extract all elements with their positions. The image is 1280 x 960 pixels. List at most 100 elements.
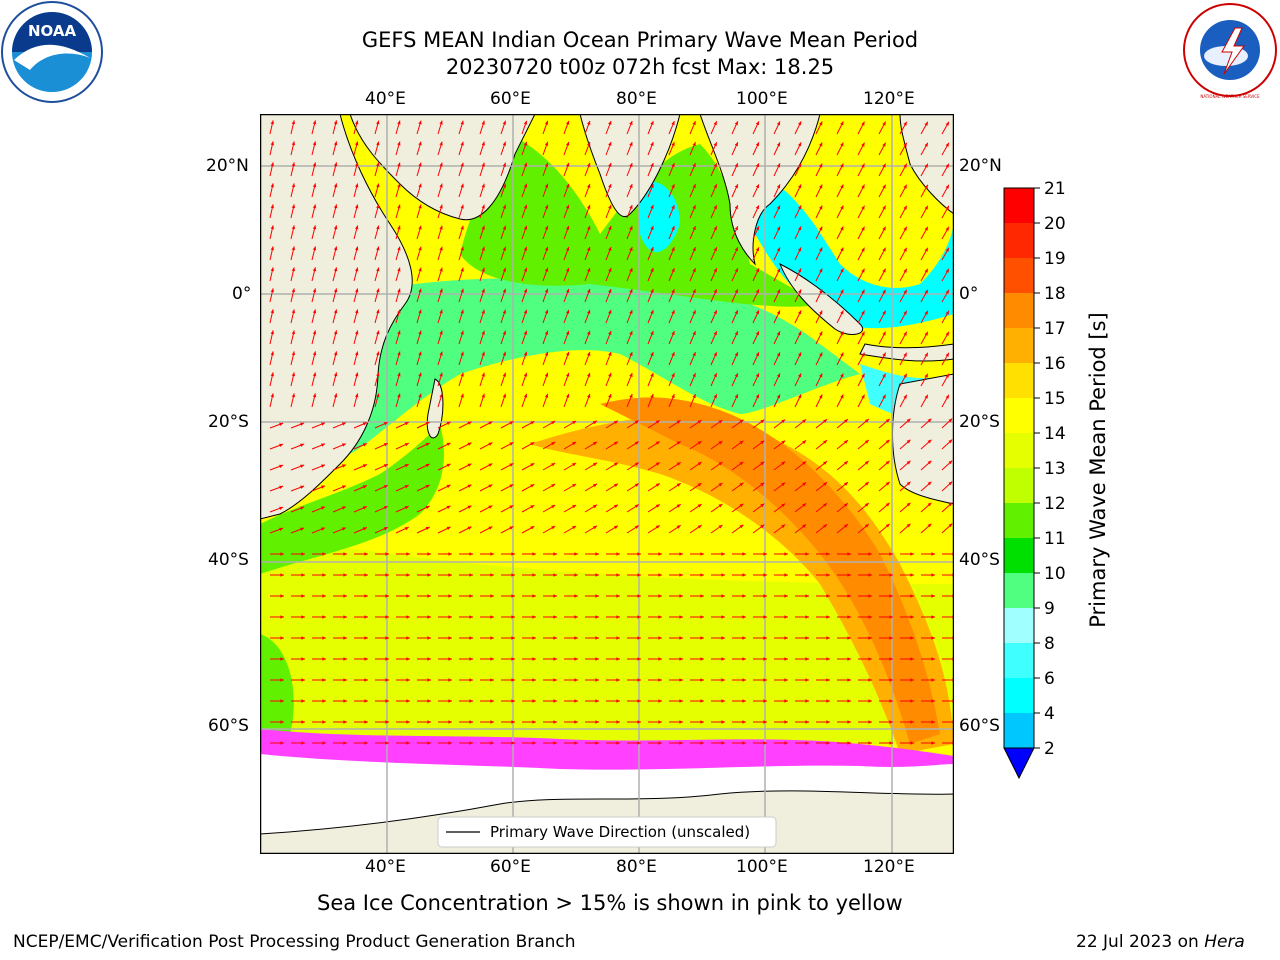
west-coastal-green bbox=[260, 424, 444, 574]
wave-arrow-head bbox=[697, 525, 702, 529]
wave-arrow-head bbox=[448, 699, 452, 703]
wave-arrow-head bbox=[889, 552, 893, 556]
wave-arrow-head bbox=[692, 205, 696, 210]
wave-arrow-head bbox=[553, 699, 557, 703]
wave-arrow-head bbox=[614, 483, 618, 488]
wave-arrow-head bbox=[572, 442, 577, 446]
wave-arrow-head bbox=[945, 247, 949, 252]
southwest-green bbox=[260, 634, 294, 734]
wave-arrow-head bbox=[481, 162, 485, 167]
wave-arrow-head bbox=[763, 552, 767, 556]
wave-arrow-head bbox=[658, 720, 662, 724]
wave-arrow-head bbox=[840, 142, 844, 147]
colorbar-segment bbox=[1004, 678, 1034, 713]
wave-arrow-head bbox=[553, 657, 557, 661]
wave-arrow-head bbox=[679, 552, 683, 556]
wave-arrow-head bbox=[333, 204, 338, 209]
wave-arrow-head bbox=[671, 142, 675, 147]
wave-arrow-head bbox=[532, 720, 536, 724]
wave-arrow-head bbox=[924, 184, 928, 189]
wave-arrow-head bbox=[460, 351, 464, 356]
wave-arrow-head bbox=[270, 162, 274, 167]
wave-arrow-head bbox=[840, 310, 844, 315]
wave-arrow-head bbox=[700, 699, 704, 703]
wave-arrow-head bbox=[713, 373, 717, 378]
wave-arrow-head bbox=[385, 552, 389, 556]
wave-arrow-head bbox=[446, 442, 451, 446]
wave-arrow-head bbox=[739, 419, 744, 424]
wave-arrow-head bbox=[490, 741, 494, 745]
wave-arrow-head bbox=[798, 226, 802, 231]
wave-arrow-head bbox=[333, 372, 338, 377]
wave-arrow-head bbox=[574, 573, 578, 577]
wave-arrow-head bbox=[406, 615, 410, 619]
wave-arrow-head bbox=[847, 678, 851, 682]
wave-arrow-head bbox=[906, 481, 911, 486]
wave-arrow-head bbox=[574, 720, 578, 724]
wave-arrow-head bbox=[629, 373, 633, 377]
colorbar-label: Primary Wave Mean Period [s] bbox=[1086, 312, 1110, 628]
wave-arrow-head bbox=[676, 420, 681, 424]
wave-arrow-head bbox=[650, 142, 654, 146]
wave-arrow-head bbox=[312, 351, 317, 356]
wave-arrow-head bbox=[343, 552, 347, 556]
wave-arrow-head bbox=[637, 699, 641, 703]
wave-arrow-head bbox=[333, 288, 338, 293]
wave-arrow-head bbox=[671, 310, 675, 315]
wave-arrow-head bbox=[671, 352, 675, 357]
wave-arrow-head bbox=[270, 246, 274, 251]
wave-arrow-head bbox=[439, 330, 443, 335]
wave-arrow-head bbox=[889, 636, 893, 640]
wave-arrow-head bbox=[798, 247, 802, 252]
wave-arrow-head bbox=[364, 573, 368, 577]
wave-arrow-head bbox=[655, 483, 660, 487]
wave-arrow-head bbox=[333, 267, 338, 272]
wave-arrow-head bbox=[945, 142, 949, 147]
wave-arrow-head bbox=[671, 289, 675, 294]
wave-arrow-head bbox=[481, 393, 485, 398]
wave-arrow-head bbox=[418, 246, 422, 251]
wave-arrow-head bbox=[713, 142, 717, 147]
wave-arrow-head bbox=[616, 615, 620, 619]
wave-arrow-head bbox=[713, 184, 717, 189]
wave-arrow-head bbox=[739, 440, 744, 445]
wave-arrow-head bbox=[629, 394, 633, 398]
colorbar-ticks: 21 20 19 18 17 16 15 14 13 12 11 10 9 8 6 4 2 bbox=[1034, 180, 1066, 759]
wave-arrow-head bbox=[279, 527, 284, 531]
wave-arrow-head bbox=[280, 657, 284, 661]
wave-arrow-head bbox=[734, 289, 738, 294]
wave-arrow-head bbox=[802, 482, 807, 486]
wave-arrow-head bbox=[406, 657, 410, 661]
colorbar-tick-label: 4 bbox=[1044, 704, 1055, 724]
wave-arrow-head bbox=[553, 678, 557, 682]
wave-arrow-head bbox=[446, 463, 451, 467]
wave-arrow-head bbox=[532, 636, 536, 640]
wave-arrow-head bbox=[376, 120, 380, 125]
wave-arrow-head bbox=[322, 636, 326, 640]
wave-arrow-head bbox=[322, 657, 326, 661]
wave-arrow-head bbox=[385, 720, 389, 724]
wave-arrow-head bbox=[776, 352, 780, 357]
wave-arrow-head bbox=[439, 204, 443, 209]
wave-arrow-head bbox=[406, 741, 410, 745]
wave-arrow-head bbox=[608, 120, 612, 125]
wave-arrow-head bbox=[697, 462, 702, 466]
wave-arrow-head bbox=[671, 331, 675, 336]
wave-arrow-head bbox=[676, 525, 681, 529]
colorbar-tick-label: 16 bbox=[1044, 354, 1066, 374]
wave-arrow-head bbox=[819, 163, 823, 168]
wave-arrow-head bbox=[321, 485, 325, 489]
wave-arrow-head bbox=[629, 121, 633, 125]
wave-arrow-head bbox=[301, 678, 305, 682]
wave-arrow-head bbox=[385, 699, 389, 703]
colorbar-segment bbox=[1004, 573, 1034, 608]
wave-arrow-head bbox=[760, 503, 765, 508]
wave-arrow-head bbox=[718, 420, 723, 424]
wave-arrow-head bbox=[616, 678, 620, 682]
wave-arrow-head bbox=[734, 226, 738, 231]
wave-arrow-head bbox=[333, 141, 338, 146]
wave-arrow-head bbox=[882, 268, 886, 273]
wave-arrow-head bbox=[805, 552, 809, 556]
wave-arrow-head bbox=[826, 552, 830, 556]
footer-date-text: 22 Jul 2023 on bbox=[1076, 932, 1205, 952]
